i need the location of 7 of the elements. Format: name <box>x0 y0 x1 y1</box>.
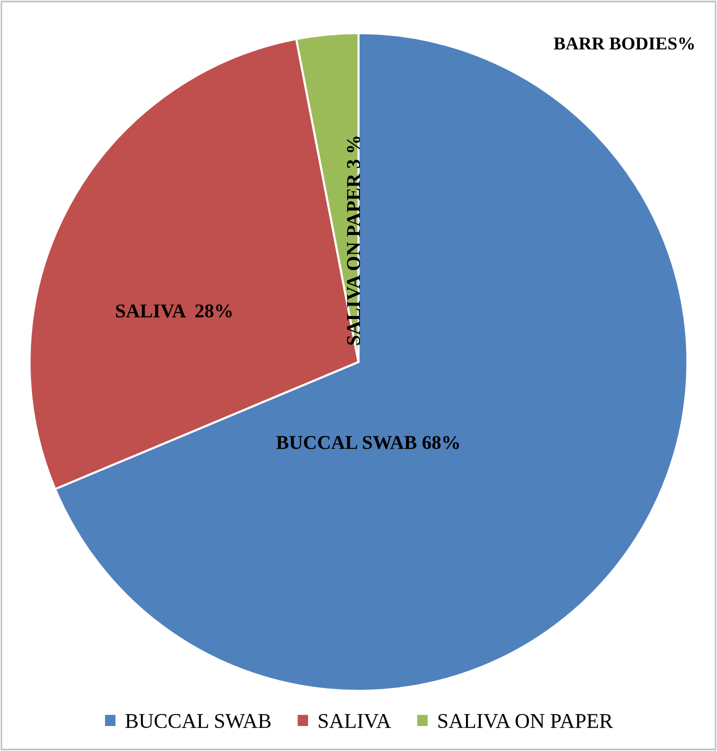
legend-label: BUCCAL SWAB <box>125 714 271 728</box>
chart-title: BARR BODIES% <box>554 37 694 50</box>
legend-label: SALIVA <box>318 714 392 728</box>
data-label: SALIVA 28% <box>116 304 232 318</box>
data-label: SALIVA ON PAPER 3 % <box>346 136 360 345</box>
legend-label: SALIVA ON PAPER <box>438 714 613 728</box>
data-label: BUCCAL SWAB 68% <box>276 436 459 450</box>
